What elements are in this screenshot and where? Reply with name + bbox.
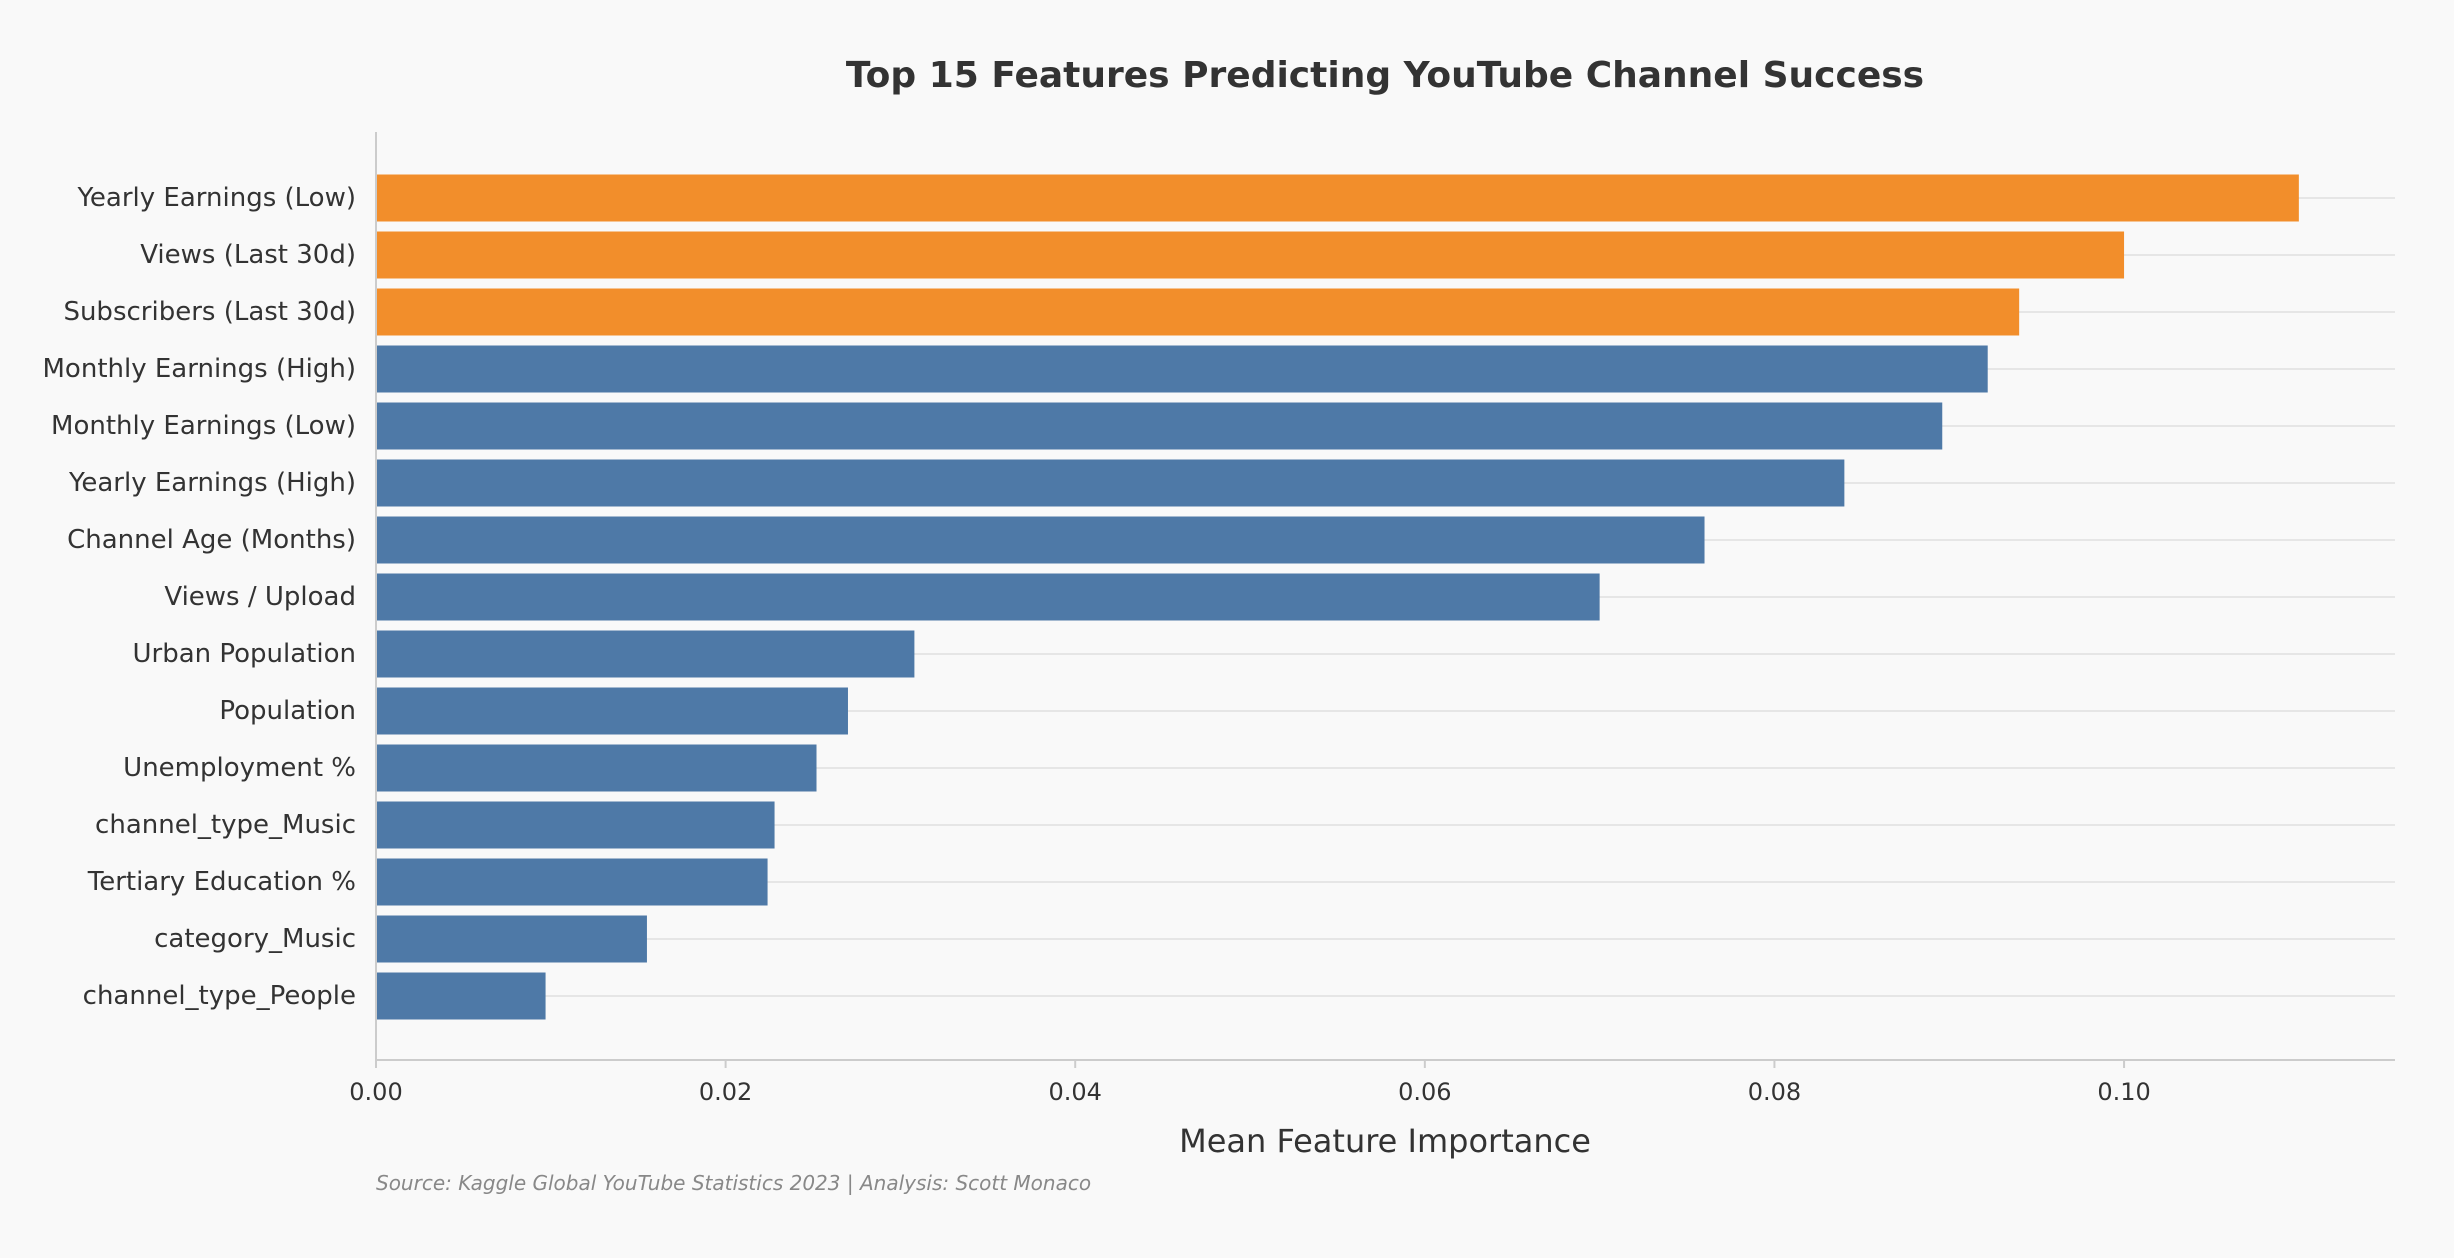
- x-tick-label: 0.04: [1049, 1078, 1102, 1106]
- x-tick-label: 0.08: [1748, 1078, 1801, 1106]
- y-tick-label: channel_type_Music: [95, 810, 356, 840]
- y-tick-label: Unemployment %: [123, 753, 356, 783]
- bar-urban-population: [377, 630, 915, 678]
- y-tick-labels: Yearly Earnings (Low) Views (Last 30d) Sub…: [43, 183, 357, 1011]
- x-tick-label: 0.00: [349, 1078, 402, 1106]
- bar-yearly-earnings-low: [377, 174, 2299, 222]
- y-tick-label: category_Music: [154, 924, 356, 954]
- y-tick-label: Urban Population: [132, 639, 356, 669]
- bar-monthly-earnings-low: [377, 402, 1943, 450]
- y-tick-label: Monthly Earnings (High): [43, 354, 357, 384]
- bars: [377, 174, 2299, 1020]
- bar-views-last-30d: [377, 231, 2125, 279]
- bar-monthly-earnings-high: [377, 345, 1988, 393]
- x-tick-label: 0.02: [699, 1078, 752, 1106]
- bar-views-upload: [377, 573, 1600, 621]
- bar-channel-age-months: [377, 516, 1705, 564]
- source-note: Source: Kaggle Global YouTube Statistics…: [376, 1171, 1091, 1195]
- bar-category-music: [377, 915, 647, 963]
- chart-title: Top 15 Features Predicting YouTube Chann…: [846, 55, 1924, 96]
- bar-population: [377, 687, 848, 735]
- x-tick-labels: 0.00 0.02 0.04 0.06 0.08 0.10: [349, 1060, 2151, 1106]
- y-tick-label: Population: [219, 696, 356, 726]
- y-tick-label: Yearly Earnings (Low): [77, 183, 357, 213]
- y-tick-label: Subscribers (Last 30d): [63, 297, 356, 327]
- y-tick-label: Views (Last 30d): [140, 240, 356, 270]
- bar-unemployment: [377, 744, 817, 792]
- y-tick-label: Tertiary Education %: [87, 867, 356, 897]
- x-tick-label: 0.06: [1398, 1078, 1451, 1106]
- bar-yearly-earnings-high: [377, 459, 1845, 507]
- y-tick-label: Channel Age (Months): [67, 525, 356, 555]
- y-tick-label: Views / Upload: [164, 582, 356, 612]
- x-tick-label: 0.10: [2097, 1078, 2150, 1106]
- bar-channel-type-people: [377, 972, 546, 1020]
- x-axis-title: Mean Feature Importance: [1179, 1122, 1591, 1160]
- bar-tertiary-education: [377, 858, 768, 906]
- y-tick-label: channel_type_People: [83, 981, 356, 1011]
- y-tick-label: Yearly Earnings (High): [68, 468, 356, 498]
- y-tick-label: Monthly Earnings (Low): [51, 411, 356, 441]
- bar-subscribers-last-30d: [377, 288, 2020, 336]
- bar-channel-type-music: [377, 801, 775, 849]
